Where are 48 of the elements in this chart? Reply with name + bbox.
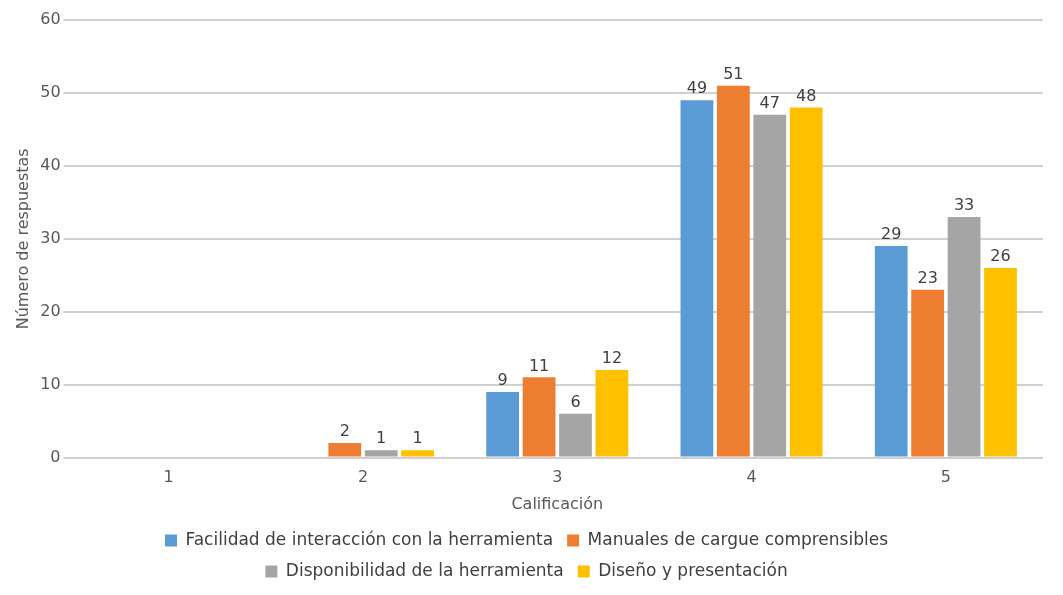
data-label: 33: [953, 195, 975, 215]
y-tick-label: 40: [40, 155, 61, 175]
bar: [789, 107, 823, 457]
data-label: 6: [570, 392, 581, 411]
data-label: 47: [759, 92, 780, 112]
data-label: 1: [376, 428, 387, 448]
data-label: 11: [528, 355, 550, 375]
legend-label: Manuales de cargue comprensibles: [587, 528, 889, 549]
bar: [486, 391, 520, 457]
bar: [328, 443, 362, 457]
bar: [716, 85, 750, 457]
legend-label: Facilidad de interacción con la herramienta: [185, 528, 554, 549]
x-tick-label: 1: [163, 467, 174, 487]
bar: [984, 267, 1017, 457]
x-tick-label: 3: [552, 467, 563, 487]
legend-label: Diseño y presentación: [598, 559, 788, 580]
data-label: 23: [917, 268, 938, 288]
bar: [401, 450, 435, 457]
bar: [522, 377, 556, 457]
bar: [947, 216, 981, 457]
data-label: 1: [412, 428, 423, 448]
x-tick-label: 4: [746, 467, 757, 487]
data-label: 29: [881, 224, 902, 244]
bar: [874, 246, 908, 457]
data-label: 9: [497, 370, 508, 390]
legend-label: Disponibilidad de la herramienta: [285, 559, 564, 580]
x-axis-title: Calificación: [511, 493, 604, 513]
y-tick-label: 10: [40, 373, 61, 393]
y-axis-title: Número de respuestas: [12, 148, 32, 330]
y-tick-label: 50: [40, 82, 61, 102]
y-tick-label: 0: [50, 446, 61, 466]
bar: [753, 114, 787, 457]
bar: [680, 100, 714, 457]
y-tick-label: 60: [40, 9, 61, 29]
bar: [595, 370, 629, 457]
data-label: 51: [723, 63, 744, 83]
bar: [911, 289, 945, 457]
x-tick-label: 2: [357, 467, 369, 487]
data-label: 12: [601, 348, 623, 368]
bar: [559, 413, 592, 457]
x-tick-label: 5: [940, 467, 951, 487]
data-label: 49: [686, 78, 708, 98]
data-label: 48: [796, 85, 817, 105]
y-tick-label: 20: [40, 300, 61, 320]
data-label: 26: [990, 246, 1011, 266]
data-label: 2: [339, 421, 350, 441]
bar: [364, 450, 398, 457]
y-tick-label: 30: [40, 227, 61, 247]
